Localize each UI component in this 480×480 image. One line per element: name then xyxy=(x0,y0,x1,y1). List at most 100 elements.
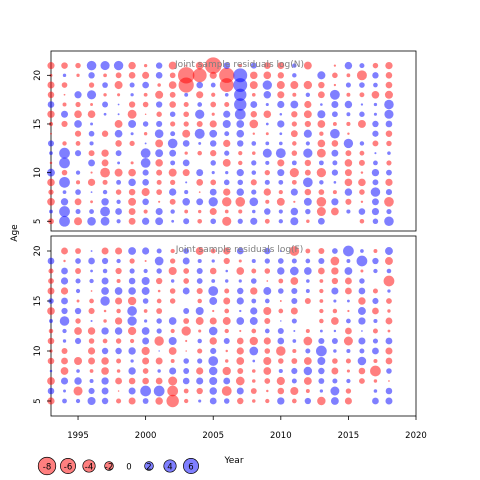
bubble-point xyxy=(305,258,311,264)
y-axis-label: Age xyxy=(10,224,20,242)
bubble-point xyxy=(103,112,107,116)
bubble-point xyxy=(304,397,312,405)
bubble-point xyxy=(74,110,82,119)
bubble-point xyxy=(141,327,150,335)
bubble-point xyxy=(278,209,283,214)
bubble-point xyxy=(344,100,353,109)
bubble-point xyxy=(304,267,312,275)
bubble-point xyxy=(87,396,96,406)
bubble-point xyxy=(128,377,136,385)
bubble-point xyxy=(143,63,148,68)
bubble-point xyxy=(88,387,95,395)
bubble-point xyxy=(170,131,176,137)
bubble-point xyxy=(290,81,299,90)
bubble-point xyxy=(252,399,256,403)
bubble-point xyxy=(74,150,82,157)
bubble-point xyxy=(140,148,151,159)
bubble-point xyxy=(74,217,83,226)
bubble-point xyxy=(372,288,378,294)
bubble-point xyxy=(74,327,82,335)
bubble-point xyxy=(128,71,136,79)
legend-bubble xyxy=(60,458,76,474)
bubble-point xyxy=(359,278,365,284)
bubble-point xyxy=(101,159,109,167)
bubble-point xyxy=(76,73,80,77)
bubble-point xyxy=(252,209,256,214)
bubble-point xyxy=(181,326,191,336)
bubble-point xyxy=(250,307,258,315)
bubble-point xyxy=(88,130,95,137)
bubble-point xyxy=(101,357,109,365)
bubble-point xyxy=(142,101,149,108)
bubble-point xyxy=(372,397,379,405)
bubble-point xyxy=(385,257,393,265)
bubble-point xyxy=(75,101,81,108)
bubble-point xyxy=(115,338,122,344)
bubble-point xyxy=(49,209,53,214)
bubble-point xyxy=(360,269,364,273)
panel-2: 5 10 15 20 Joint sample residuals log(F) xyxy=(33,235,417,417)
bubble-point xyxy=(278,179,284,185)
bubble-point xyxy=(251,189,257,195)
bubble-point xyxy=(142,368,149,374)
bubble-point xyxy=(168,81,177,89)
bubble-point xyxy=(344,267,353,275)
bubble-point xyxy=(236,267,245,275)
bubble-point xyxy=(210,179,217,186)
bubble-point xyxy=(346,73,351,78)
bubble-point xyxy=(128,208,136,215)
bubble-point xyxy=(276,376,285,386)
bubble-point xyxy=(130,338,135,344)
bubble-point xyxy=(318,267,325,275)
bubble-point xyxy=(74,377,82,385)
bubble-point xyxy=(154,129,164,138)
bubble-point xyxy=(223,139,231,148)
bubble-point xyxy=(155,217,164,226)
bubble-point xyxy=(61,62,68,69)
bubble-point xyxy=(155,397,163,405)
bubble-point xyxy=(87,110,96,119)
bubble-point xyxy=(319,288,324,294)
bubble-point xyxy=(236,347,244,355)
bubble-point xyxy=(88,307,95,315)
y-tick-label: 5 xyxy=(33,219,43,224)
bubble-point xyxy=(197,358,203,364)
bubble-point xyxy=(386,298,392,304)
bubble-point xyxy=(225,359,229,363)
bubbles xyxy=(47,57,394,227)
bubble-point xyxy=(357,356,367,366)
bubble-point xyxy=(333,181,337,184)
bubble-point xyxy=(250,179,257,186)
bubble-point xyxy=(48,189,54,195)
bubble-point xyxy=(75,248,81,254)
bubble-point xyxy=(101,257,109,265)
bubble-point xyxy=(89,278,94,284)
bubble-point xyxy=(236,337,244,345)
bubble-point xyxy=(155,139,164,148)
bubble-point xyxy=(47,287,55,295)
bubble-point xyxy=(101,377,109,385)
bubble-point xyxy=(276,346,286,356)
bubble-point xyxy=(90,103,94,106)
bubble-point xyxy=(319,318,324,324)
bubble-point xyxy=(278,368,283,374)
bubble-point xyxy=(169,298,176,304)
bubble-point xyxy=(183,368,190,374)
bubble-point xyxy=(331,111,338,118)
bubble-point xyxy=(195,317,204,325)
bubble-point xyxy=(319,389,324,393)
bubble-point xyxy=(265,122,269,126)
bubble-point xyxy=(266,280,269,282)
bubble-point xyxy=(316,196,327,207)
bubble-point xyxy=(387,151,391,155)
bubble-point xyxy=(303,197,312,206)
bubble-point xyxy=(234,98,247,111)
bubble-point xyxy=(101,149,109,157)
bubble-point xyxy=(358,208,366,215)
bubble-point xyxy=(130,359,134,363)
bubble-point xyxy=(115,72,122,79)
bubble-point xyxy=(262,80,272,90)
bubble-point xyxy=(359,150,365,156)
bubble-point xyxy=(291,297,298,305)
bubble-point xyxy=(76,299,80,303)
